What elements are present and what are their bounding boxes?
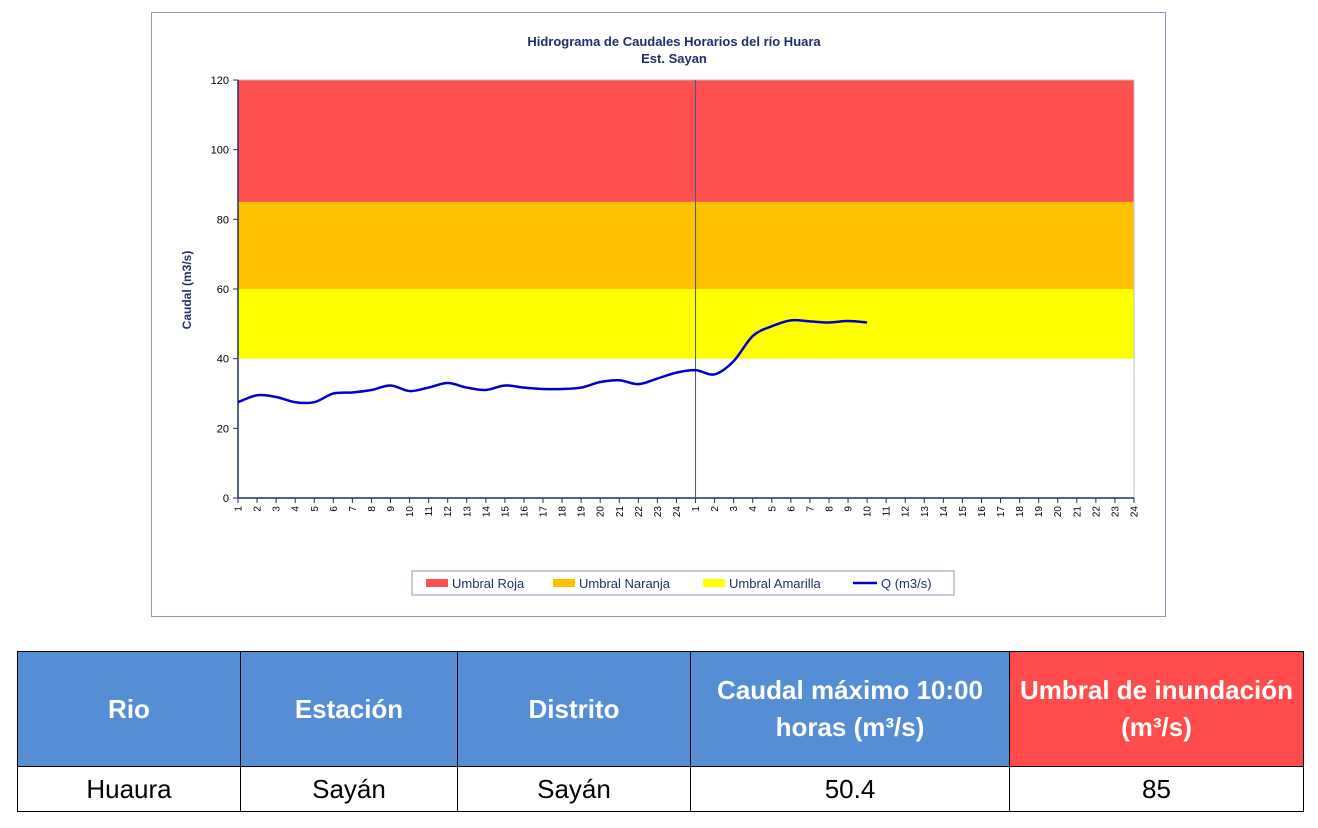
x-tick-label: 4 bbox=[748, 506, 759, 512]
y-axis-label: Caudal (m3/s) bbox=[180, 251, 194, 330]
info-table: Rio Estación Distrito Caudal máximo 10:0… bbox=[17, 651, 1304, 812]
x-tick-label: 11 bbox=[424, 506, 435, 517]
x-tick-label: 17 bbox=[539, 506, 550, 518]
x-tick-label: 7 bbox=[805, 506, 816, 512]
header-estacion: Estación bbox=[240, 651, 458, 767]
x-tick-label: 4 bbox=[291, 506, 302, 512]
cell-umbral-inundacion: 85 bbox=[1009, 766, 1304, 812]
x-tick-label: 8 bbox=[367, 506, 378, 512]
x-tick-label: 6 bbox=[329, 506, 340, 512]
legend-label-1: Umbral Naranja bbox=[579, 576, 671, 591]
x-tick-label: 6 bbox=[786, 506, 797, 512]
series-line-0 bbox=[237, 318, 868, 405]
x-tick-label: 14 bbox=[481, 506, 492, 518]
y-tick-label: 20 bbox=[217, 423, 229, 435]
x-tick-label: 18 bbox=[558, 506, 569, 518]
x-tick-label: 23 bbox=[1110, 506, 1121, 518]
x-tick-label: 5 bbox=[310, 506, 321, 512]
hydrograph-svg: Hidrograma de Caudales Horarios del río … bbox=[180, 34, 1141, 596]
y-tick-label: 0 bbox=[223, 493, 229, 505]
x-tick-label: 19 bbox=[1034, 506, 1045, 518]
threshold-band-0 bbox=[238, 80, 1134, 202]
x-tick-label: 20 bbox=[596, 506, 607, 518]
x-tick-label: 3 bbox=[272, 506, 283, 512]
legend-swatch-0 bbox=[426, 579, 448, 587]
table-row: Huaura Sayán Sayán 50.4 85 bbox=[17, 766, 1304, 812]
y-tick-label: 80 bbox=[217, 214, 229, 226]
y-tick-label: 40 bbox=[217, 354, 229, 366]
x-tick-label: 16 bbox=[519, 506, 530, 518]
x-tick-label: 11 bbox=[882, 506, 893, 517]
y-tick-label: 100 bbox=[211, 145, 229, 157]
x-tick-label: 7 bbox=[348, 506, 359, 512]
legend-swatch-2 bbox=[703, 579, 725, 587]
y-tick-label: 60 bbox=[217, 284, 229, 296]
threshold-band-2 bbox=[238, 289, 1134, 359]
x-tick-label: 19 bbox=[577, 506, 588, 518]
x-tick-label: 23 bbox=[653, 506, 664, 518]
x-tick-label: 13 bbox=[462, 506, 473, 518]
x-tick-label: 21 bbox=[1072, 506, 1083, 518]
x-tick-label: 20 bbox=[1053, 506, 1064, 518]
x-tick-label: 17 bbox=[996, 506, 1007, 518]
legend-label-2: Umbral Amarilla bbox=[729, 576, 822, 591]
x-tick-label: 5 bbox=[767, 506, 778, 512]
chart-subtitle: Est. Sayan bbox=[641, 51, 707, 66]
x-tick-label: 15 bbox=[500, 506, 511, 518]
cell-estacion: Sayán bbox=[240, 766, 458, 812]
x-tick-label: 1 bbox=[691, 506, 702, 512]
x-tick-label: 12 bbox=[443, 506, 454, 518]
header-umbral-inundacion: Umbral de inundación (m³/s) bbox=[1009, 651, 1304, 767]
x-tick-label: 14 bbox=[939, 506, 950, 518]
x-tick-label: 8 bbox=[824, 506, 835, 512]
cell-distrito: Sayán bbox=[457, 766, 691, 812]
x-tick-label: 9 bbox=[844, 506, 855, 512]
x-tick-label: 1 bbox=[234, 506, 245, 512]
header-rio: Rio bbox=[17, 651, 241, 767]
header-distrito: Distrito bbox=[457, 651, 691, 767]
x-tick-label: 21 bbox=[615, 506, 626, 518]
header-caudal-maximo: Caudal máximo 10:00 horas (m³/s) bbox=[690, 651, 1010, 767]
x-tick-label: 22 bbox=[634, 506, 645, 518]
x-tick-label: 22 bbox=[1091, 506, 1102, 518]
x-tick-label: 2 bbox=[253, 506, 264, 512]
x-tick-label: 15 bbox=[958, 506, 969, 518]
x-tick-label: 2 bbox=[710, 506, 721, 512]
x-tick-label: 10 bbox=[863, 506, 874, 518]
cell-caudal-maximo: 50.4 bbox=[690, 766, 1010, 812]
x-tick-label: 24 bbox=[1130, 506, 1141, 518]
x-tick-label: 24 bbox=[672, 506, 683, 518]
x-tick-label: 3 bbox=[729, 506, 740, 512]
x-tick-label: 12 bbox=[901, 506, 912, 518]
y-tick-label: 120 bbox=[211, 75, 229, 87]
x-tick-label: 16 bbox=[977, 506, 988, 518]
threshold-band-1 bbox=[238, 201, 1134, 289]
legend-swatch-1 bbox=[553, 579, 575, 587]
chart-legend: Umbral Roja Umbral Naranja Umbral Amarilla… bbox=[411, 570, 955, 596]
legend-label-0: Umbral Roja bbox=[452, 576, 525, 591]
cell-rio: Huaura bbox=[17, 766, 241, 812]
x-tick-label: 9 bbox=[386, 506, 397, 512]
hydrograph-chart: Hidrograma de Caudales Horarios del río … bbox=[151, 12, 1166, 617]
chart-title: Hidrograma de Caudales Horarios del río … bbox=[527, 34, 821, 49]
table-header-row: Rio Estación Distrito Caudal máximo 10:0… bbox=[17, 651, 1304, 767]
x-tick-label: 18 bbox=[1015, 506, 1026, 518]
legend-label-3: Q (m3/s) bbox=[881, 576, 932, 591]
x-tick-label: 13 bbox=[920, 506, 931, 518]
x-tick-label: 10 bbox=[405, 506, 416, 518]
